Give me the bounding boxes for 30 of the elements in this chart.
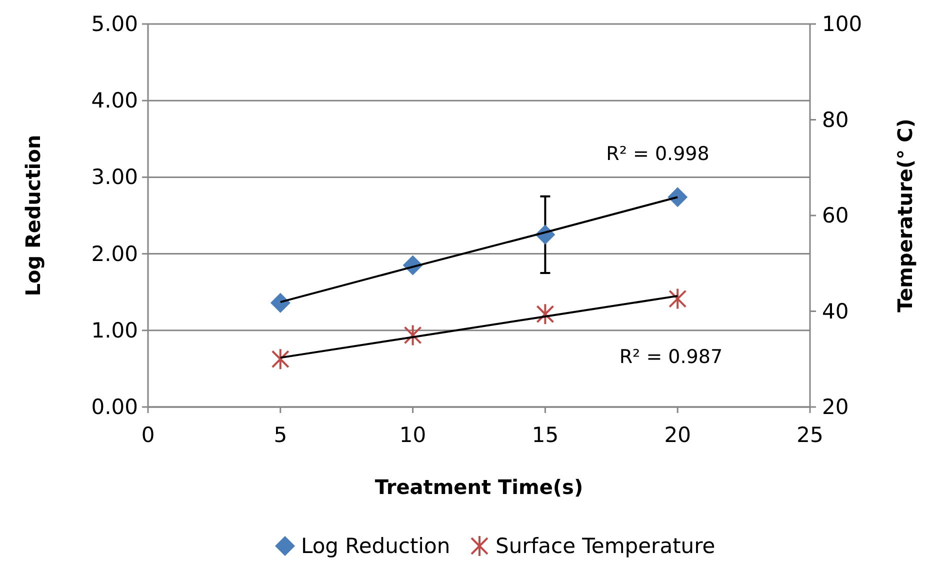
y-tick-label: 0.00	[91, 395, 138, 419]
y-tick-label: 2.00	[91, 242, 138, 266]
y2-tick-label: 80	[822, 108, 849, 132]
y2-tick-label: 20	[822, 395, 849, 419]
y2-axis-title: Temperature(° C)	[893, 118, 917, 312]
y2-tick-label: 40	[822, 299, 849, 324]
y2-tick-label: 100	[822, 12, 862, 36]
point	[668, 187, 688, 208]
point	[404, 324, 422, 346]
point	[536, 303, 554, 326]
y-tick-label: 4.00	[91, 88, 138, 113]
point	[668, 288, 687, 310]
annotation: R² = 0.998	[606, 143, 710, 166]
x-tick-label: 10	[399, 423, 426, 447]
y-tick-label: 1.00	[91, 318, 138, 342]
x-tick-label: 0	[141, 423, 155, 447]
x-tick-label: 25	[796, 423, 824, 447]
x-tick-label: 20	[664, 423, 691, 447]
annotation: R² = 0.987	[619, 346, 723, 368]
x-tick-label: 5	[274, 423, 288, 447]
point	[271, 348, 290, 370]
y-tick-label: 5.00	[91, 12, 138, 36]
x-tick-label: 15	[532, 423, 559, 447]
legend-label: Surface Temperature	[496, 534, 716, 558]
legend-label: Log Reduction	[301, 534, 450, 558]
point	[270, 292, 290, 313]
y-tick-label: 3.00	[91, 165, 138, 190]
x-axis-title: Treatment Time(s)	[374, 475, 584, 499]
y2-tick-label: 60	[822, 204, 849, 228]
y-axis-title: Log Reduction	[21, 134, 45, 296]
